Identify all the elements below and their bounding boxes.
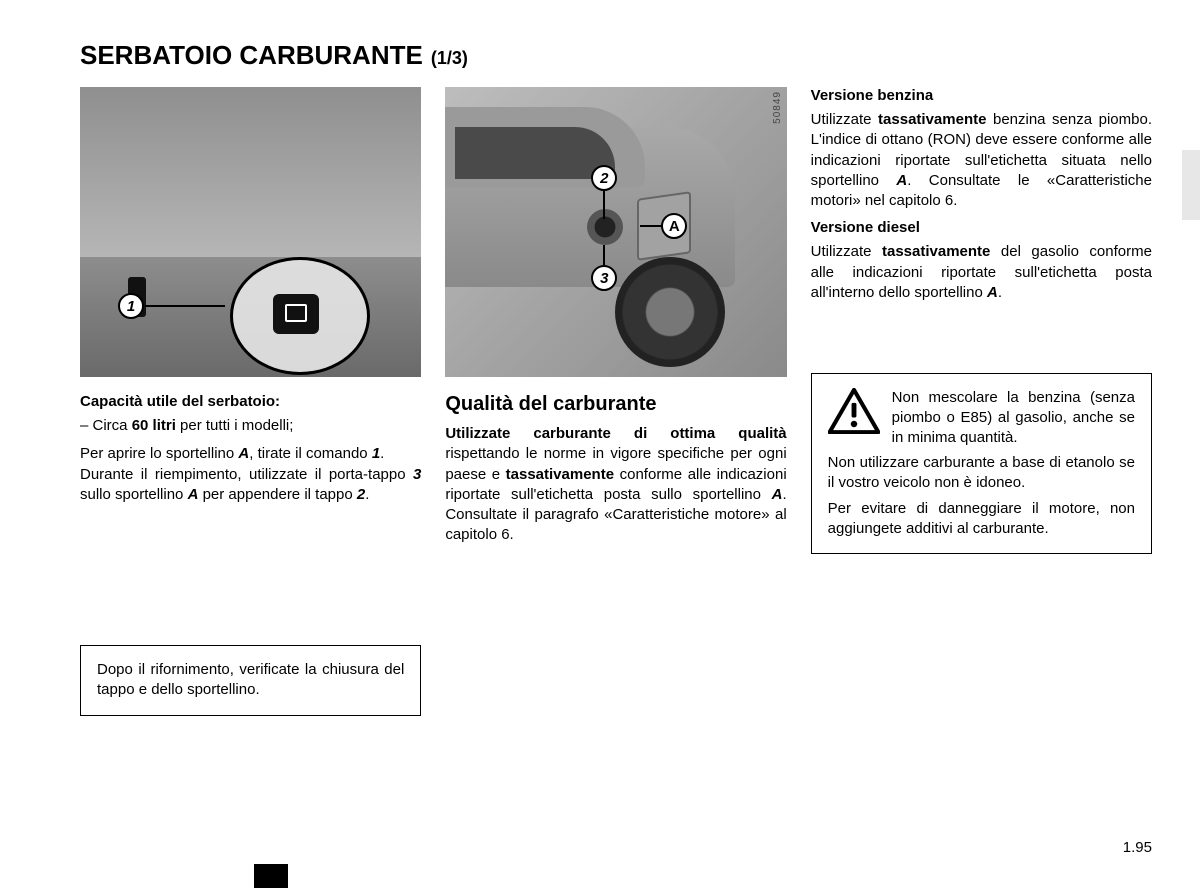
page-title: SERBATOIO CARBURANTE [80,40,423,71]
text-bold: tassativamente [506,466,614,483]
diesel-heading: Versione diesel [811,219,1152,236]
capacity-heading: Capacità utile del serbatoio: [80,393,421,410]
warning-p2: Non utilizzare carburante a base di etan… [828,453,1135,493]
text: Circa [93,417,132,434]
side-tab [1182,150,1200,220]
text: per tutti i modelli; [176,417,294,434]
warning-row: Non mescolare la benzina (senza piombo o… [828,388,1135,447]
warning-icon [828,388,880,434]
cap-holder-paragraph: Durante il riempimento, utilizzate il po… [80,465,421,506]
lead-line-2 [603,191,605,219]
text: sullo sportellino [80,486,188,503]
lead-line-A [640,225,662,227]
text: . [998,284,1002,301]
fuel-pump-icon [285,304,307,322]
text: Utilizzate [811,243,882,260]
detail-zoom [230,257,370,375]
after-refuel-note: Dopo il rifornimento, verificate la chiu… [80,645,421,716]
page-title-row: SERBATOIO CARBURANTE (1/3) [80,40,1152,71]
ref-A: A [238,445,249,462]
warning-p1: Non mescolare la benzina (senza piombo o… [892,388,1135,447]
warning-p3: Per evitare di danneggiare il motore, no… [828,499,1135,539]
dashboard-shape [80,87,421,267]
fuel-quality-paragraph: Utilizzate carburante di ottima qualità … [445,424,786,546]
petrol-heading: Versione benzina [811,87,1152,104]
page-title-suffix: (1/3) [431,48,468,69]
fuel-quality-heading: Qualità del carburante [445,393,786,416]
ref-2: 2 [357,486,365,503]
warning-box: Non mescolare la benzina (senza piombo o… [811,373,1152,554]
figure-right-ref: 50849 [772,91,783,124]
callout-3: 3 [591,265,617,291]
capacity-list: Circa 60 litri per tutti i modelli; [80,416,421,436]
ref-3: 3 [413,466,421,483]
figure-right: 50849 2 3 A [445,87,786,377]
text: , tirate il comando [249,445,372,462]
figure-left: 50848 1 [80,87,421,377]
ref-1: 1 [372,445,380,462]
open-flap-paragraph: Per aprire lo sportellino A, tirate il c… [80,444,421,464]
ref-A: A [987,284,998,301]
text-bold: tassativamente [882,243,990,260]
callout-1: 1 [118,293,144,319]
text: Utilizzate [811,111,878,128]
column-2: 50849 2 3 A Qualità del carburante [445,87,786,716]
text: Durante il riempimento, utilizzate il po… [80,466,413,483]
text: Per aprire lo sportellino [80,445,238,462]
text: . [365,486,369,503]
page-number: 1.95 [1123,839,1152,856]
capacity-item: Circa 60 litri per tutti i modelli; [80,416,421,436]
car-wheel-shape [615,257,725,367]
petrol-paragraph: Utilizzate tassativamente benzina senza … [811,110,1152,211]
ref-A: A [896,172,907,189]
columns: 50848 1 Capacità utile del serbatoio: [80,87,1152,716]
page: SERBATOIO CARBURANTE (1/3) 50848 [0,0,1200,740]
ref-A: A [772,486,783,503]
car-window-shape [455,127,615,179]
text-bold: 60 litri [132,417,176,434]
lead-line-1 [145,305,225,307]
thumb-tab [254,864,288,888]
text-bold: tassativamente [878,111,986,128]
text-bold: Utilizzate carburante di ottima qualità [445,425,786,442]
text: per appendere il tappo [198,486,356,503]
text: . [380,445,384,462]
diesel-paragraph: Utilizzate tassativamente del gasolio co… [811,242,1152,303]
lead-line-3 [603,245,605,267]
column-3: Versione benzina Utilizzate tassativamen… [811,87,1152,716]
ref-A: A [188,486,199,503]
column-1: 50848 1 Capacità utile del serbatoio: [80,87,421,716]
fuel-button-shape [273,294,319,334]
